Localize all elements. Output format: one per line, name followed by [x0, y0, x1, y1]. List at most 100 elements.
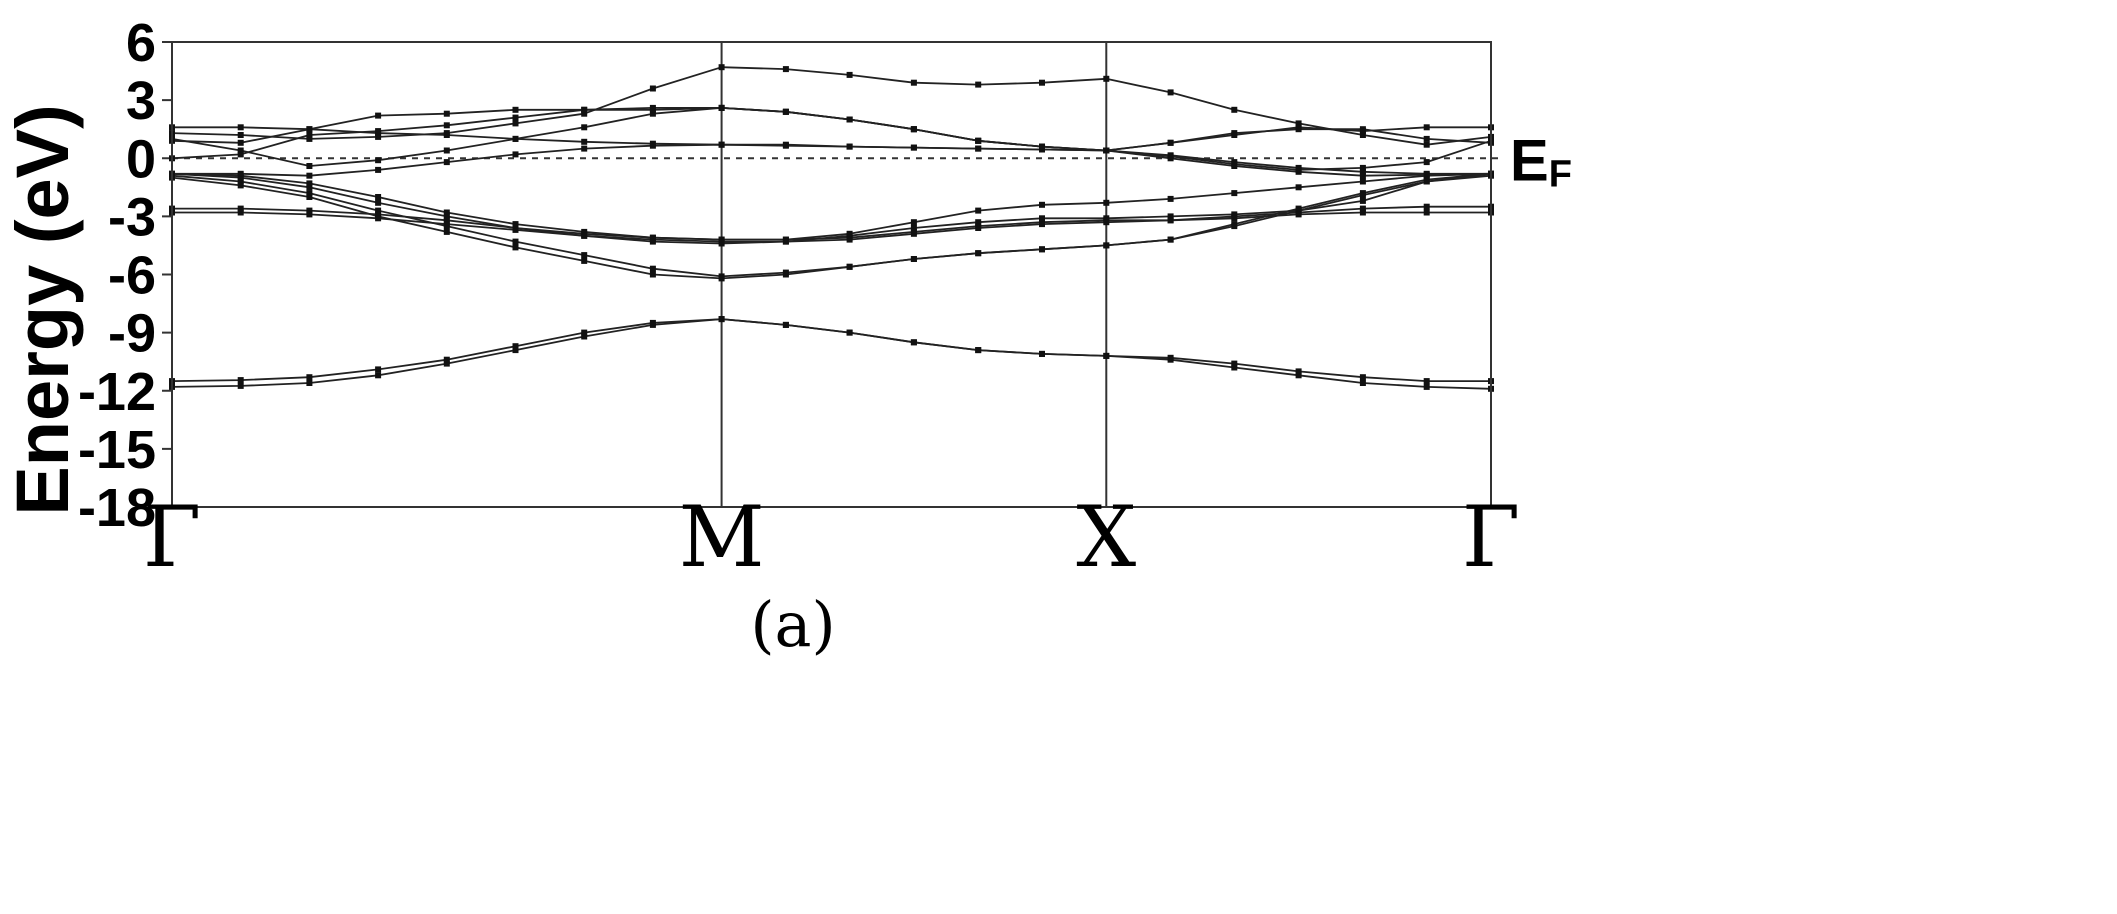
- band-point: [1167, 236, 1174, 243]
- band-point: [443, 228, 450, 235]
- band-point: [1423, 209, 1430, 216]
- band-point: [237, 151, 244, 158]
- band-point: [975, 219, 982, 226]
- band-point: [237, 205, 244, 212]
- band-point: [512, 151, 519, 158]
- band-point: [443, 221, 450, 228]
- band-point: [1423, 135, 1430, 142]
- band-point: [910, 230, 917, 237]
- y-tick-label: -3: [108, 187, 156, 247]
- band-point: [1231, 190, 1238, 197]
- band-point: [1295, 124, 1302, 131]
- band-point: [910, 219, 917, 226]
- y-tick-label: 3: [126, 71, 156, 131]
- band-point: [512, 114, 519, 121]
- band-point: [375, 112, 382, 119]
- band-point: [1103, 352, 1110, 359]
- y-tick-label: -9: [108, 304, 156, 364]
- band-point: [1167, 89, 1174, 96]
- figure-caption: (a): [750, 588, 835, 661]
- band-point: [306, 380, 313, 386]
- band-point: [581, 257, 588, 264]
- band-point: [718, 64, 725, 71]
- band-point: [237, 139, 244, 146]
- band-point: [237, 182, 244, 189]
- band-point: [375, 207, 382, 214]
- y-tick-label: 0: [126, 129, 156, 189]
- band-point: [1231, 132, 1238, 138]
- kpoint-label: Γ: [1462, 488, 1520, 586]
- band-point: [910, 339, 917, 346]
- fermi-label-sub: F: [1549, 153, 1572, 195]
- band-point: [306, 374, 313, 381]
- plot-frame: [171, 41, 1492, 508]
- band-point: [512, 221, 519, 228]
- band-point: [443, 147, 450, 154]
- band-point: [1423, 178, 1430, 185]
- band-point: [910, 144, 917, 151]
- band-point: [1231, 215, 1238, 222]
- band-point: [649, 110, 656, 117]
- band-point: [306, 211, 313, 218]
- band-point: [375, 199, 382, 206]
- band-point: [846, 71, 853, 78]
- band-point: [1167, 139, 1174, 146]
- band-point: [1167, 195, 1174, 202]
- band-point: [306, 135, 313, 142]
- band-point: [581, 333, 588, 340]
- band-point: [443, 360, 450, 367]
- band-point: [1231, 360, 1238, 367]
- band-point: [306, 163, 313, 169]
- band-point: [443, 122, 450, 129]
- band-line: [172, 126, 1492, 177]
- band-point: [846, 263, 853, 270]
- band-point: [846, 143, 853, 150]
- band-line: [171, 172, 1492, 241]
- band-point: [975, 81, 982, 88]
- band-point: [1039, 201, 1045, 208]
- band-point: [581, 145, 588, 152]
- band-point: [782, 66, 789, 73]
- band-point: [512, 226, 519, 233]
- band-point: [237, 170, 244, 177]
- band-point: [975, 137, 982, 144]
- band-point: [846, 116, 853, 123]
- band-point: [306, 172, 313, 179]
- band-point: [237, 147, 244, 154]
- band-point: [375, 215, 382, 222]
- band-point: [306, 180, 313, 187]
- band-point: [910, 256, 917, 262]
- kpoint-label: M: [679, 488, 765, 586]
- band-point: [846, 329, 853, 336]
- band-point: [1359, 164, 1366, 171]
- band-point: [1039, 215, 1045, 222]
- band-point: [512, 120, 519, 127]
- band-point: [649, 106, 656, 113]
- band-point: [1423, 159, 1430, 166]
- band-point: [975, 207, 982, 214]
- band-point: [1295, 184, 1302, 191]
- band-point: [1103, 75, 1110, 82]
- band-point: [718, 104, 725, 111]
- band-point: [581, 138, 588, 145]
- band-point: [718, 316, 725, 323]
- band-point: [1359, 209, 1366, 216]
- band-point: [443, 159, 450, 166]
- band-point: [1423, 141, 1430, 148]
- band-point: [649, 140, 656, 147]
- y-axis-ticks: 630-3-6-9-12-15-18: [78, 13, 172, 538]
- band-point: [1231, 364, 1238, 371]
- band-point: [1295, 120, 1302, 127]
- band-point: [782, 108, 789, 115]
- band-point: [237, 132, 244, 138]
- band-point: [975, 225, 982, 231]
- band-line: [171, 172, 1492, 278]
- band-point: [306, 184, 313, 191]
- band-point: [718, 275, 725, 282]
- band-point: [1359, 197, 1366, 204]
- band-point: [306, 190, 313, 197]
- band-point: [512, 135, 519, 142]
- band-point: [237, 382, 244, 389]
- band-point: [649, 265, 656, 272]
- band-point: [1359, 192, 1366, 199]
